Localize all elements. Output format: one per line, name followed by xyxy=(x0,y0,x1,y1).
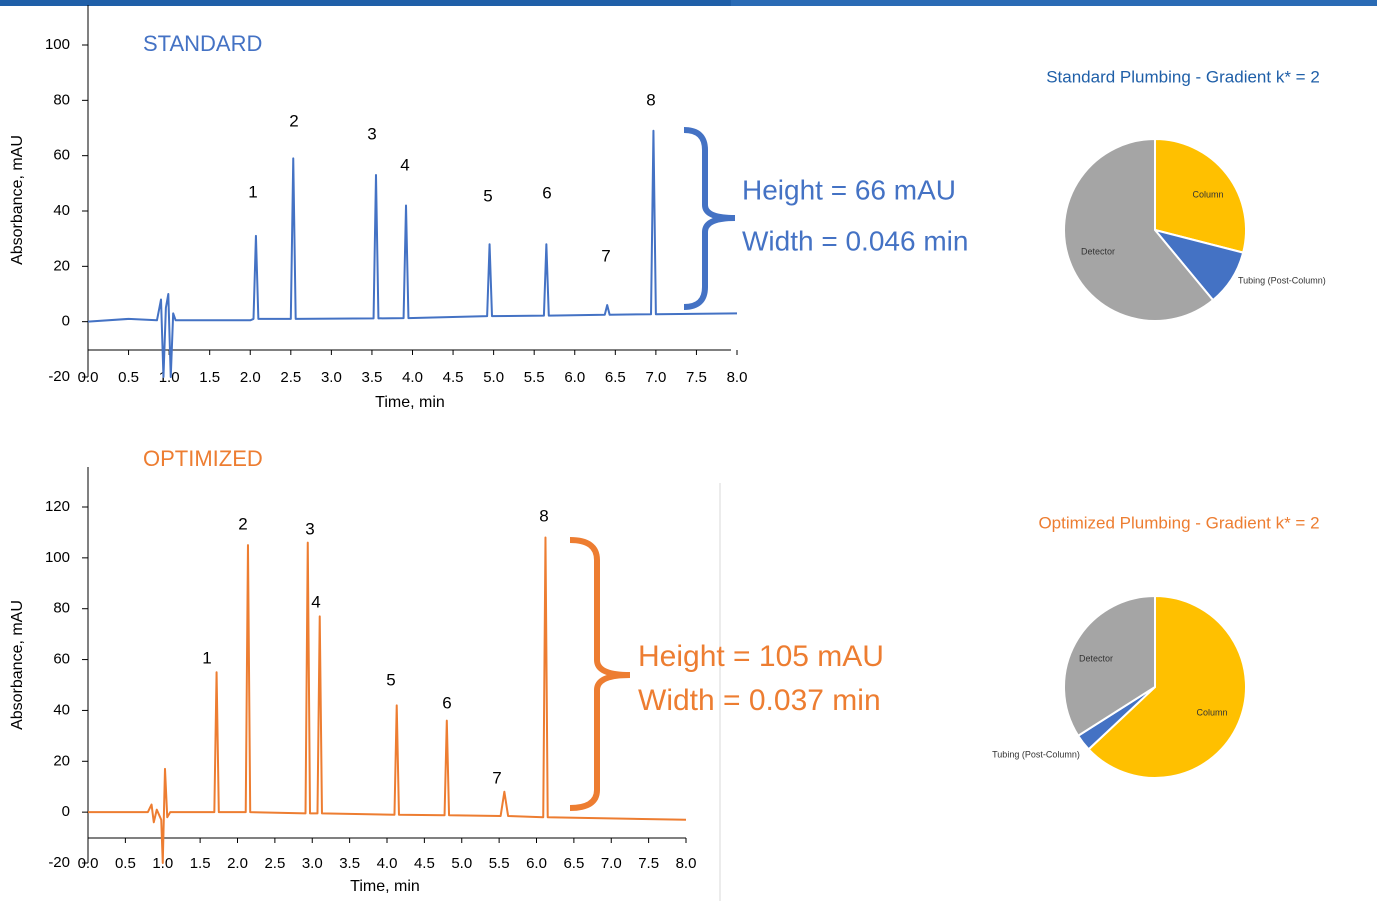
x-tick-label: 3.5 xyxy=(339,855,360,872)
peak-label: 6 xyxy=(542,183,551,202)
peak-label: 8 xyxy=(646,90,655,109)
x-tick-label: 3.0 xyxy=(302,855,323,872)
peak-label: 2 xyxy=(238,514,247,533)
y-tick-label: 80 xyxy=(53,600,70,617)
slice-label: Tubing (Post-Column) xyxy=(992,749,1080,759)
x-axis-label: Time, min xyxy=(350,878,420,895)
peak-label: 1 xyxy=(248,182,257,201)
x-tick-label: 6.0 xyxy=(526,855,547,872)
pie-slice xyxy=(1154,137,1247,254)
x-tick-label: 5.5 xyxy=(524,369,545,386)
x-tick-label: 0.5 xyxy=(115,855,136,872)
chart-title: Optimized Plumbing - Gradient k* = 2 xyxy=(1038,513,1319,532)
peak-label: 4 xyxy=(311,592,320,611)
bracket xyxy=(683,127,736,310)
x-tick-label: 4.0 xyxy=(377,855,398,872)
trace xyxy=(87,129,738,378)
peak-label: 5 xyxy=(386,670,395,689)
x-tick-label: 1.5 xyxy=(199,369,220,386)
y-tick-label: 40 xyxy=(53,701,70,718)
peak-label: 3 xyxy=(367,124,376,143)
y-tick-label: 60 xyxy=(53,651,70,668)
trace xyxy=(88,536,687,864)
y-tick-label: 100 xyxy=(45,549,70,566)
annotation: Height = 105 mAU xyxy=(638,640,884,673)
x-tick-label: 7.5 xyxy=(686,369,707,386)
peak-label: 5 xyxy=(483,186,492,205)
x-tick-label: 2.5 xyxy=(280,369,301,386)
x-axis-label: Time, min xyxy=(375,394,445,411)
x-tick-label: 6.0 xyxy=(564,369,585,386)
x-tick-label: 5.0 xyxy=(483,369,504,386)
y-tick-label: 40 xyxy=(53,202,70,219)
x-tick-label: 1.0 xyxy=(159,369,180,386)
top-bar xyxy=(0,0,731,6)
x-tick-label: 3.0 xyxy=(321,369,342,386)
y-tick-label: -20 xyxy=(48,368,70,385)
y-tick-label: -20 xyxy=(48,854,70,871)
peak-label: 4 xyxy=(400,155,409,174)
peak-label: 7 xyxy=(492,768,501,787)
slice-label: Column xyxy=(1196,707,1227,717)
top-bar xyxy=(731,0,1377,6)
peak-label: 7 xyxy=(601,246,610,265)
peak-label: 3 xyxy=(305,519,314,538)
slice-label: Tubing (Post-Column) xyxy=(1238,275,1326,285)
x-tick-label: 4.0 xyxy=(402,369,423,386)
x-tick-label: 2.5 xyxy=(264,855,285,872)
y-tick-label: 20 xyxy=(53,257,70,274)
y-tick-label: 0 xyxy=(62,803,70,820)
x-tick-label: 7.0 xyxy=(601,855,622,872)
pie-slice xyxy=(1087,594,1247,779)
x-tick-label: 3.5 xyxy=(362,369,383,386)
peak-label: 6 xyxy=(442,693,451,712)
x-tick-label: 0.0 xyxy=(78,369,99,386)
x-tick-label: 0.0 xyxy=(78,855,99,872)
annotation: Width = 0.037 min xyxy=(638,684,881,717)
peak-label: 2 xyxy=(289,111,298,130)
pie-slice xyxy=(1063,137,1215,322)
pie-slice xyxy=(1063,594,1156,738)
x-tick-label: 0.5 xyxy=(118,369,139,386)
bracket xyxy=(569,537,631,811)
y-tick-label: 120 xyxy=(45,498,70,515)
x-tick-label: 7.0 xyxy=(645,369,666,386)
y-tick-label: 0 xyxy=(62,313,70,330)
x-tick-label: 8.0 xyxy=(676,855,697,872)
chart-title: Standard Plumbing - Gradient k* = 2 xyxy=(1046,67,1320,86)
chart-title: STANDARD xyxy=(143,31,262,56)
x-tick-label: 5.0 xyxy=(451,855,472,872)
peak-label: 1 xyxy=(202,648,211,667)
peak-label: 8 xyxy=(539,506,548,525)
y-tick-label: 20 xyxy=(53,752,70,769)
x-tick-label: 2.0 xyxy=(240,369,261,386)
y-tick-label: 80 xyxy=(53,91,70,108)
y-axis-label: Absorbance, mAU xyxy=(9,600,26,730)
x-tick-label: 5.5 xyxy=(489,855,510,872)
y-tick-label: 100 xyxy=(45,36,70,53)
x-tick-label: 6.5 xyxy=(605,369,626,386)
slice-label: Detector xyxy=(1081,246,1115,256)
y-tick-label: 60 xyxy=(53,147,70,164)
x-tick-label: 4.5 xyxy=(414,855,435,872)
slice-label: Detector xyxy=(1079,653,1113,663)
slice-label: Column xyxy=(1192,189,1223,199)
x-tick-label: 7.5 xyxy=(638,855,659,872)
chart-title: OPTIMIZED xyxy=(143,446,263,471)
x-tick-label: 4.5 xyxy=(443,369,464,386)
annotation: Width = 0.046 min xyxy=(742,225,968,256)
x-tick-label: 6.5 xyxy=(563,855,584,872)
annotation: Height = 66 mAU xyxy=(742,174,956,205)
x-tick-label: 1.5 xyxy=(190,855,211,872)
x-tick-label: 8.0 xyxy=(727,369,748,386)
x-tick-label: 2.0 xyxy=(227,855,248,872)
y-axis-label: Absorbance, mAU xyxy=(9,135,26,265)
